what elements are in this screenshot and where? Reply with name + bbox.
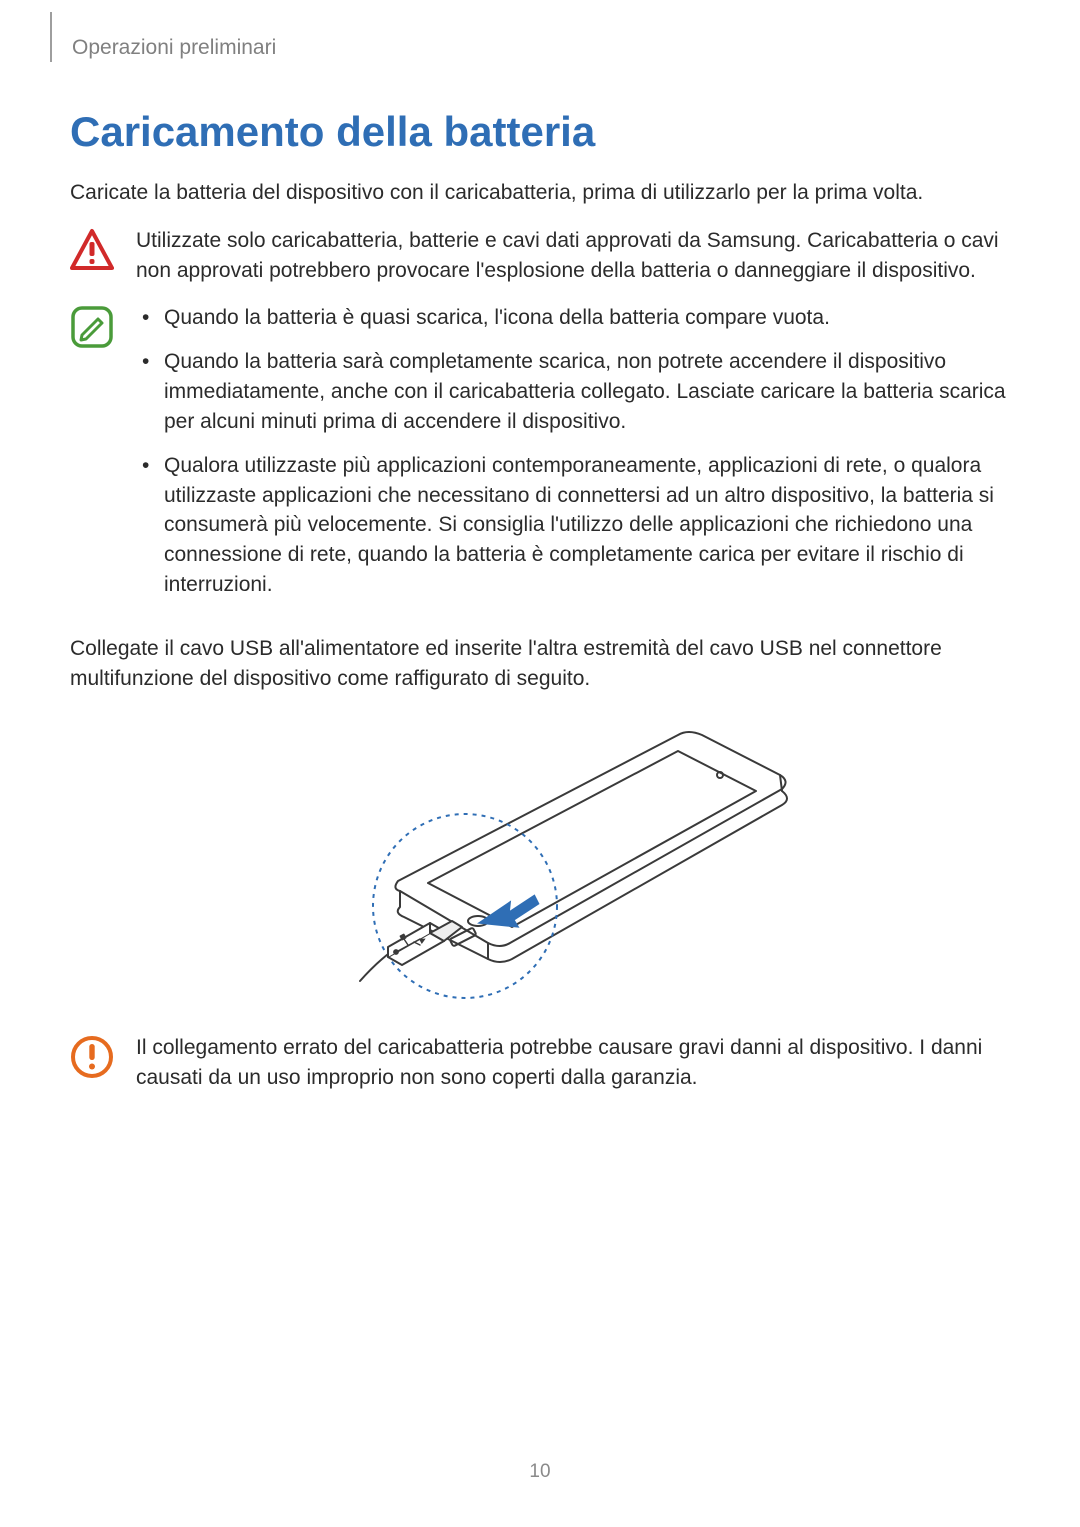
note-bullet: Quando la batteria è quasi scarica, l'ic…	[136, 303, 1010, 333]
caution-callout: Il collegamento errato del caricabatteri…	[70, 1033, 1010, 1093]
charging-diagram	[70, 711, 1010, 1011]
caution-text: Il collegamento errato del caricabatteri…	[136, 1033, 1010, 1093]
header-rule	[50, 12, 52, 62]
note-bullet: Quando la batteria sarà completamente sc…	[136, 347, 1010, 436]
note-callout: Quando la batteria è quasi scarica, l'ic…	[70, 303, 1010, 613]
page-number: 10	[0, 1461, 1080, 1483]
warning-callout: Utilizzate solo caricabatteria, batterie…	[70, 226, 1010, 286]
note-pencil-icon	[70, 305, 114, 349]
intro-paragraph: Caricate la batteria del dispositivo con…	[70, 178, 1010, 208]
note-bullet-list: Quando la batteria è quasi scarica, l'ic…	[136, 303, 1010, 599]
body-paragraph-2: Collegate il cavo USB all'alimentatore e…	[70, 634, 1010, 694]
manual-page: Operazioni preliminari Caricamento della…	[0, 0, 1080, 1527]
note-content: Quando la batteria è quasi scarica, l'ic…	[136, 303, 1010, 613]
caution-circle-icon	[70, 1035, 114, 1079]
warning-triangle-icon	[70, 228, 114, 272]
section-label: Operazioni preliminari	[72, 36, 1010, 60]
warning-text: Utilizzate solo caricabatteria, batterie…	[136, 226, 1010, 286]
note-bullet: Qualora utilizzaste più applicazioni con…	[136, 451, 1010, 600]
page-title: Caricamento della batteria	[70, 108, 1010, 156]
